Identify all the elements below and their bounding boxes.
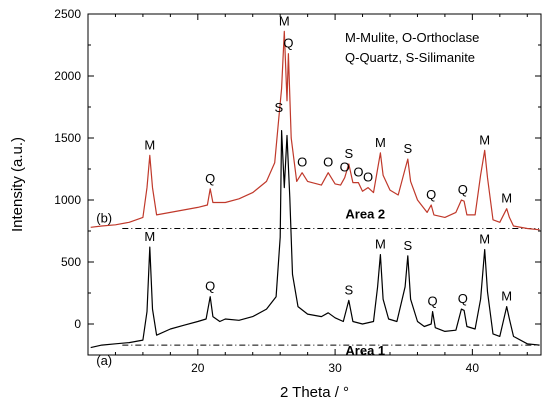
peak-label: S [274, 100, 283, 115]
peak-label: O [323, 155, 333, 170]
peak-label: S [404, 141, 413, 156]
region-label: Area 1 [345, 343, 385, 358]
series-tag: (b) [96, 211, 112, 226]
legend-line: M-Mulite, O-Orthoclase [345, 30, 479, 45]
region-label: Area 2 [345, 207, 385, 222]
peak-label: O [297, 155, 307, 170]
peak-label: Q [458, 182, 468, 197]
peak-label: Q [458, 291, 468, 306]
pattern-line-a [90, 130, 540, 349]
peak-label: S [344, 282, 353, 297]
peak-label: M [144, 229, 155, 244]
series-tag: (a) [96, 353, 112, 368]
plot-area: 20 30 40 0 500 1000 1500 2000 2500 2 Theta / ° Int… [9, 7, 542, 401]
peak-label: M [501, 289, 512, 304]
y-axis-title: Intensity (a.u.) [9, 137, 26, 232]
y-tick-label: 2000 [54, 69, 81, 83]
peak-label: Q [426, 187, 436, 202]
peak-label: Q [205, 279, 215, 294]
x-tick-label: 20 [191, 361, 205, 375]
plot-frame [87, 13, 542, 356]
peak-label: M [479, 232, 490, 247]
peak-label: Q [427, 294, 437, 309]
peak-label: M [375, 237, 386, 252]
peak-label: O [363, 170, 373, 185]
y-tick-label: 2500 [54, 7, 81, 21]
peak-label: M [279, 13, 290, 28]
peak-label: Q [205, 171, 215, 186]
x-tick-label: 30 [328, 361, 342, 375]
y-tick-label: 1500 [54, 131, 81, 145]
peak-label: M [501, 191, 512, 206]
peak-label: S [344, 146, 353, 161]
pattern-line-b [90, 30, 540, 231]
y-tick-label: 0 [74, 317, 81, 331]
x-axis-title: 2 Theta / ° [280, 384, 349, 401]
x-tick-label: 40 [466, 361, 480, 375]
peak-label: M [479, 132, 490, 147]
peak-label: S [404, 238, 413, 253]
y-tick-label: 500 [61, 255, 81, 269]
peak-label: M [375, 135, 386, 150]
y-tick-label: 1000 [54, 193, 81, 207]
peak-label: O [353, 165, 363, 180]
peak-label: O [340, 160, 350, 175]
peak-label: M [144, 137, 155, 152]
peak-label: Q [283, 36, 293, 51]
legend-line: Q-Quartz, S-Silimanite [345, 50, 475, 65]
